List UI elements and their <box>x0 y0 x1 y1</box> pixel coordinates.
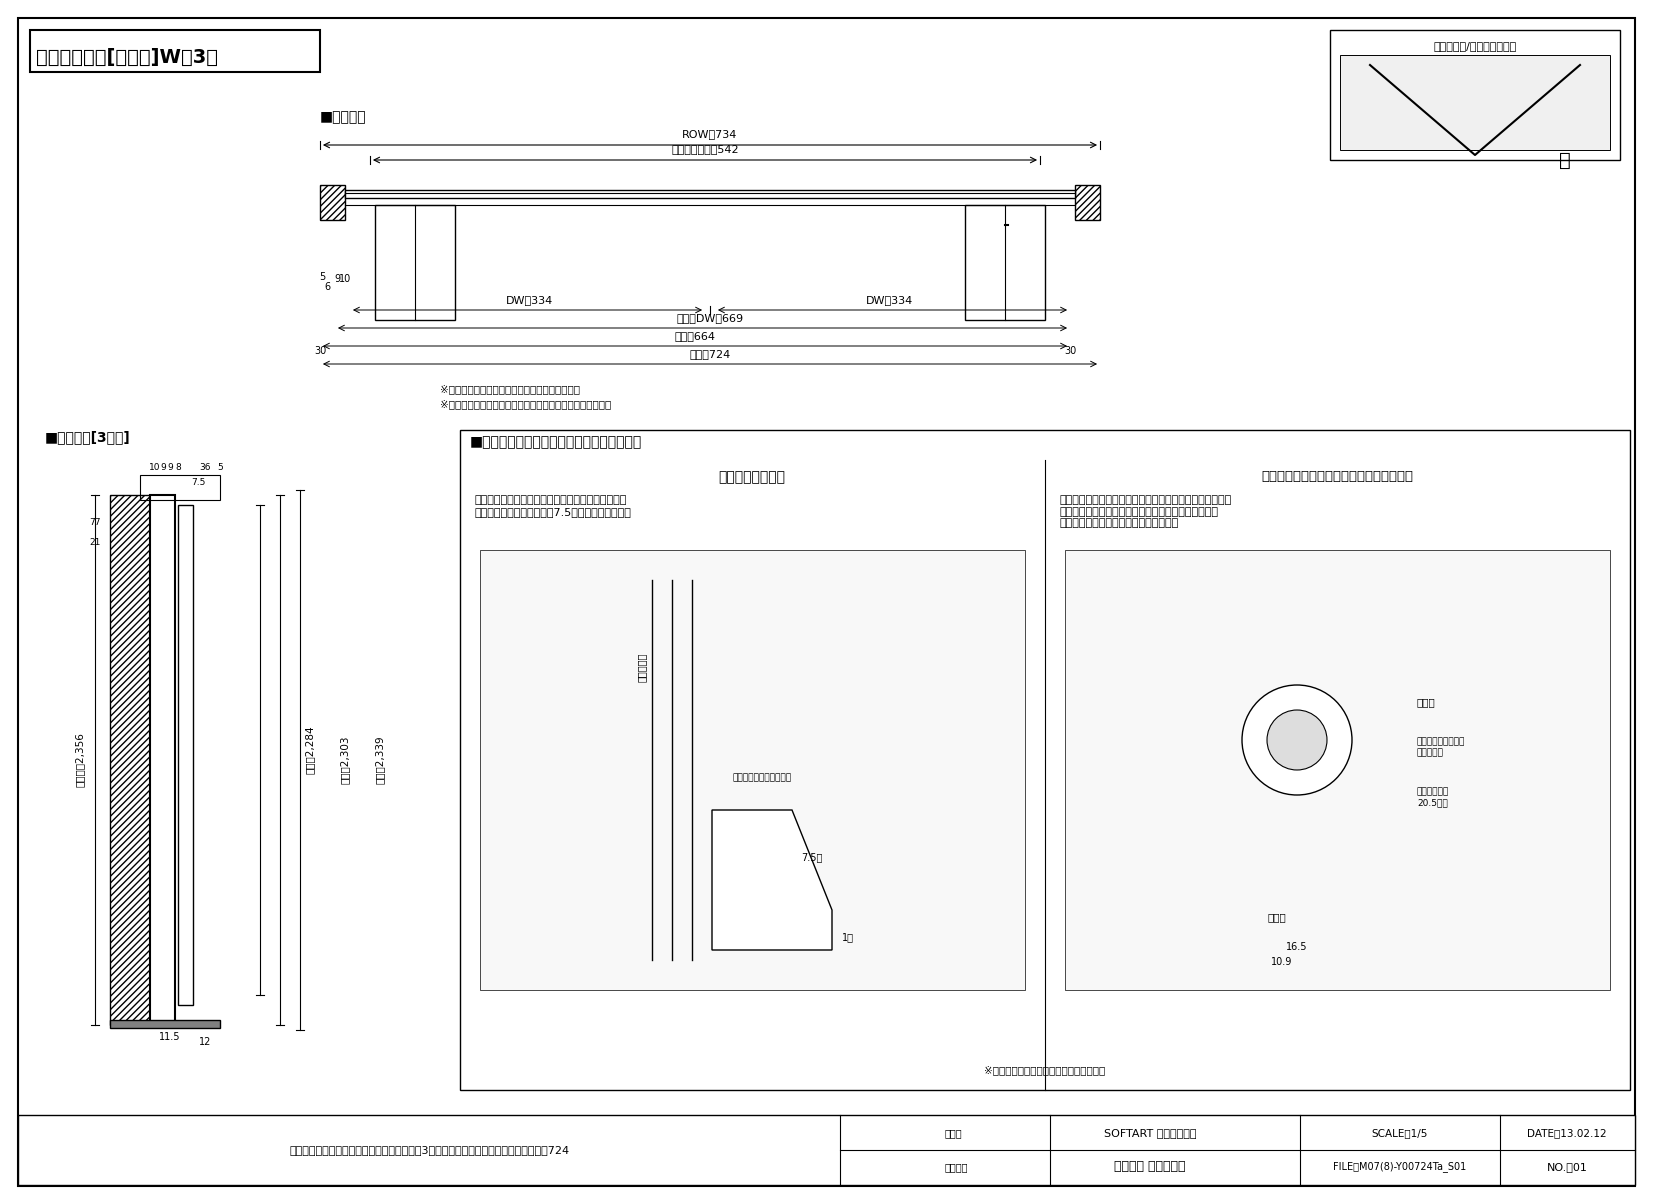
Text: 5: 5 <box>217 464 223 472</box>
Text: 16.5: 16.5 <box>1286 942 1308 952</box>
Text: 取り付けビス（附属品）: 取り付けビス（附属品） <box>732 773 792 783</box>
Text: 9: 9 <box>334 275 341 284</box>
Text: 枠内＝2,303: 枠内＝2,303 <box>341 736 350 784</box>
Text: 10: 10 <box>149 464 160 472</box>
Text: 扉を吊った後ストライクを取り付ける際は、下図のように
下用ガイド軸とストライクの位置決め溝をそろえて、
枠に附属のビスで取り付けてください。: 扉を吊った後ストライクを取り付ける際は、下図のように 下用ガイド軸とストライクの… <box>1060 495 1231 529</box>
Bar <box>179 504 193 1005</box>
Bar <box>30 30 321 72</box>
Text: ＤＨ＝2,284: ＤＨ＝2,284 <box>306 726 316 774</box>
Text: 下固定ストッパー: 下固定ストッパー <box>719 470 785 484</box>
Text: 1㎜: 1㎜ <box>841 932 855 942</box>
Text: 上吊軸固定/フリーオープン: 上吊軸固定/フリーオープン <box>1433 41 1516 51</box>
Text: 株式会社: 株式会社 <box>946 1162 969 1171</box>
Text: SCALE　1/5: SCALE 1/5 <box>1372 1128 1428 1138</box>
Text: 11.5: 11.5 <box>159 1032 180 1041</box>
Text: 6: 6 <box>324 282 331 293</box>
Text: ※有効開口寸法は扉の厚さや調整によって若干異なります。: ※有効開口寸法は扉の厚さや調整によって若干異なります。 <box>440 399 612 409</box>
Circle shape <box>1241 685 1352 795</box>
Text: クローゼット[調整枠]W＝3尺: クローゼット[調整枠]W＝3尺 <box>36 47 218 66</box>
Text: 8: 8 <box>175 464 180 472</box>
Bar <box>321 185 345 220</box>
Bar <box>345 190 1074 197</box>
Text: 🐾: 🐾 <box>1559 150 1570 170</box>
Bar <box>141 476 220 500</box>
Text: ■横断面図: ■横断面図 <box>321 110 367 124</box>
Bar <box>111 1020 220 1028</box>
Text: ROW＝734: ROW＝734 <box>683 129 737 138</box>
Text: ■ガイドランナーの取り付け（ＳＡ調整枠）: ■ガイドランナーの取り付け（ＳＡ調整枠） <box>469 435 643 449</box>
Text: 株式会社 ウッドワン: 株式会社 ウッドワン <box>1114 1161 1185 1174</box>
Text: 枠外＝724: 枠外＝724 <box>689 349 731 359</box>
Text: ストライク（可動側受け金具）の取り付け: ストライク（可動側受け金具）の取り付け <box>1261 470 1413 483</box>
Circle shape <box>1266 710 1327 771</box>
Text: ※混凑にて左右どちらでも施工可能です。: ※混凑にて左右どちらでも施工可能です。 <box>985 1066 1106 1075</box>
Bar <box>18 1115 1635 1185</box>
Text: 10.9: 10.9 <box>1271 957 1293 967</box>
Text: 30: 30 <box>314 346 326 356</box>
Text: FILE　M07(8)-Y00724Ta_S01: FILE M07(8)-Y00724Ta_S01 <box>1334 1162 1466 1173</box>
Text: 12: 12 <box>198 1037 212 1047</box>
Bar <box>150 495 175 1025</box>
Text: 枠センター: 枠センター <box>636 653 646 681</box>
Text: 77: 77 <box>89 518 101 527</box>
Text: 平面図: 平面図 <box>1268 911 1286 922</box>
Text: SOFTART 建具納まり図: SOFTART 建具納まり図 <box>1104 1128 1197 1138</box>
Text: ストライクガイドの
位置決め溝: ストライクガイドの 位置決め溝 <box>1417 738 1465 757</box>
Text: DW＝334: DW＝334 <box>506 295 554 305</box>
Text: 図面名: 図面名 <box>946 1128 962 1138</box>
Bar <box>479 550 1025 990</box>
Text: 21: 21 <box>89 538 101 547</box>
Polygon shape <box>712 810 831 950</box>
Text: DATE　13.02.12: DATE 13.02.12 <box>1527 1128 1607 1138</box>
Bar <box>460 430 1630 1090</box>
Text: 10: 10 <box>339 275 350 284</box>
Bar <box>1331 30 1620 160</box>
Bar <box>111 495 150 1025</box>
Text: ＲＯＨ＝2,356: ＲＯＨ＝2,356 <box>74 732 84 787</box>
Bar <box>1074 185 1099 220</box>
Text: 30: 30 <box>1065 346 1076 356</box>
Bar <box>1065 550 1610 990</box>
Text: 9: 9 <box>167 464 174 472</box>
Text: 枠内＝664: 枠内＝664 <box>674 331 716 341</box>
Bar <box>375 205 455 320</box>
Text: 有効開口寸法＝542: 有効開口寸法＝542 <box>671 144 739 154</box>
Text: NO.　01: NO. 01 <box>1547 1162 1587 1171</box>
Text: 9: 9 <box>160 464 165 472</box>
Text: ■縦断面図[3方枠]: ■縦断面図[3方枠] <box>45 430 131 444</box>
Text: ソフトアート　クローゼットドア　調整枠　3方枠（下枠なし）　ドアＨ８尺　枠外Ｗ724: ソフトアート クローゼットドア 調整枠 3方枠（下枠なし） ドアＨ８尺 枠外Ｗ7… <box>289 1145 570 1155</box>
Text: 5: 5 <box>319 272 326 282</box>
Bar <box>1341 55 1610 150</box>
Bar <box>965 205 1045 320</box>
Text: 36: 36 <box>200 464 210 472</box>
Text: 枠外＝2,339: 枠外＝2,339 <box>375 736 385 784</box>
Text: 7.5: 7.5 <box>190 478 205 486</box>
Text: ※有効開口寸法にはハンドルの突出は含まない。: ※有効開口寸法にはハンドルの突出は含まない。 <box>440 384 580 394</box>
Text: 7.5㎜: 7.5㎜ <box>802 852 823 862</box>
Text: ガイド: ガイド <box>1417 697 1436 707</box>
Text: 枠の前面より
20.5㎜処: 枠の前面より 20.5㎜処 <box>1417 787 1450 807</box>
Text: 整枠の後ろ面から１㎜外側に取り付けてください。
ストッパー側面は整枠から7.5㎜離してください。: 整枠の後ろ面から１㎜外側に取り付けてください。 ストッパー側面は整枠から7.5㎜… <box>474 495 631 517</box>
Text: DW＝334: DW＝334 <box>866 295 914 305</box>
Text: 折戸：DW＝669: 折戸：DW＝669 <box>676 313 744 323</box>
